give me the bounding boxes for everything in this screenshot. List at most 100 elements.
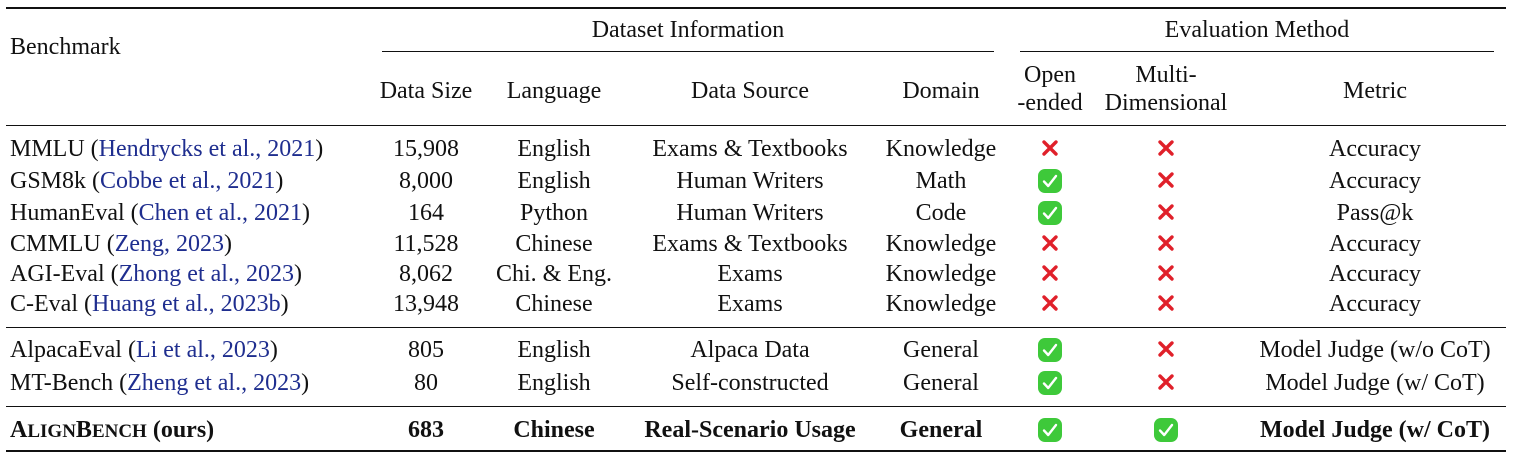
cross-icon — [1038, 231, 1062, 255]
domain: Knowledge — [885, 231, 997, 257]
benchmark-label: MMLU — [10, 136, 85, 162]
bottom-rule — [6, 450, 1506, 452]
citation-link[interactable]: Zheng et al., 2023 — [127, 370, 302, 396]
citation-link[interactable]: Li et al., 2023 — [135, 337, 270, 363]
section-rule-1 — [6, 327, 1506, 328]
metric: Accuracy — [1329, 168, 1421, 194]
data-size: 15,908 — [393, 136, 459, 162]
benchmark-name: C-Eval (Huang et al., 2023b) — [10, 291, 289, 317]
domain: Code — [915, 200, 967, 226]
header-open-ended-line1: Open — [1024, 62, 1076, 88]
header-group-dataset: Dataset Information — [591, 17, 785, 43]
header-language: Language — [506, 78, 602, 104]
header-data-source: Data Source — [691, 78, 809, 104]
benchmark-name: AlpacaEval (Li et al., 2023) — [10, 337, 278, 363]
data-source: Alpaca Data — [690, 337, 810, 363]
header-multi-dim-line2: Dimensional — [1104, 90, 1228, 116]
cross-icon — [1154, 337, 1178, 361]
check-icon — [1153, 417, 1179, 443]
benchmark-name: GSM8k (Cobbe et al., 2021) — [10, 168, 284, 194]
citation-link[interactable]: Zeng, 2023 — [114, 231, 224, 257]
data-source: Exams & Textbooks — [652, 231, 848, 257]
language: English — [517, 168, 591, 194]
language: English — [517, 370, 591, 396]
cross-icon — [1154, 231, 1178, 255]
cross-icon — [1038, 136, 1062, 160]
data-size: 805 — [408, 337, 444, 363]
cross-icon — [1154, 136, 1178, 160]
benchmark-label: C-Eval — [10, 291, 78, 317]
cross-icon — [1154, 261, 1178, 285]
check-icon — [1037, 168, 1063, 194]
language: Python — [519, 200, 589, 226]
check-icon — [1037, 370, 1063, 396]
ours-domain: General — [899, 417, 983, 443]
metric: Accuracy — [1329, 291, 1421, 317]
cross-icon — [1038, 261, 1062, 285]
cross-icon — [1154, 370, 1178, 394]
domain: General — [903, 370, 979, 396]
metric: Accuracy — [1329, 231, 1421, 257]
cross-icon — [1154, 200, 1178, 224]
cross-icon — [1154, 291, 1178, 315]
header-metric: Metric — [1343, 78, 1407, 104]
cross-icon — [1154, 168, 1178, 192]
ours-metric: Model Judge (w/ CoT) — [1260, 417, 1490, 443]
data-size: 164 — [408, 200, 444, 226]
data-source: Human Writers — [676, 168, 824, 194]
benchmark-name: CMMLU (Zeng, 2023) — [10, 231, 232, 257]
ours-name: ALIGNBENCH (ours) — [10, 417, 215, 443]
header-group-eval: Evaluation Method — [1164, 17, 1350, 43]
benchmark-label: MT-Bench — [10, 370, 114, 396]
domain: General — [903, 337, 979, 363]
header-multi-dim-line1: Multi- — [1135, 62, 1197, 88]
domain: Knowledge — [885, 136, 997, 162]
data-size: 8,062 — [399, 261, 453, 287]
domain: Knowledge — [885, 261, 997, 287]
data-size: 8,000 — [399, 168, 453, 194]
metric: Pass@k — [1336, 200, 1414, 226]
citation-link[interactable]: Chen et al., 2021 — [138, 200, 302, 226]
data-source: Self-constructed — [671, 370, 829, 396]
citation-link[interactable]: Zhong et al., 2023 — [118, 261, 294, 287]
data-size: 80 — [414, 370, 438, 396]
benchmark-label: HumanEval — [10, 200, 125, 226]
language: Chinese — [515, 291, 593, 317]
header-domain: Domain — [902, 78, 980, 104]
data-size: 13,948 — [393, 291, 459, 317]
benchmark-name: MMLU (Hendrycks et al., 2021) — [10, 136, 324, 162]
header-rule — [6, 125, 1506, 126]
domain: Knowledge — [885, 291, 997, 317]
benchmark-label: AGI-Eval — [10, 261, 105, 287]
data-size: 11,528 — [393, 231, 459, 257]
data-source: Human Writers — [676, 200, 824, 226]
citation-link[interactable]: Cobbe et al., 2021 — [100, 168, 276, 194]
citation-link[interactable]: Hendrycks et al., 2021 — [98, 136, 316, 162]
group-rule-eval — [1020, 51, 1494, 52]
data-source: Exams — [717, 261, 783, 287]
ours-language: Chinese — [513, 417, 595, 443]
metric: Model Judge (w/o CoT) — [1259, 337, 1491, 363]
header-data-size: Data Size — [379, 78, 473, 104]
language: Chi. & Eng. — [495, 261, 613, 287]
header-open-ended-line2: -ended — [1017, 90, 1083, 116]
data-source: Exams — [717, 291, 783, 317]
check-icon — [1037, 200, 1063, 226]
group-rule-dataset — [382, 51, 994, 52]
citation-link[interactable]: Huang et al., 2023b — [91, 291, 281, 317]
benchmark-label: GSM8k — [10, 168, 87, 194]
benchmark-name: MT-Bench (Zheng et al., 2023) — [10, 370, 310, 396]
language: English — [517, 337, 591, 363]
header-benchmark: Benchmark — [10, 34, 121, 60]
ours-size: 683 — [408, 417, 444, 443]
benchmark-label: AlpacaEval — [10, 337, 122, 363]
check-icon — [1037, 417, 1063, 443]
benchmark-name: HumanEval (Chen et al., 2021) — [10, 200, 310, 226]
top-rule — [6, 7, 1506, 9]
metric: Accuracy — [1329, 261, 1421, 287]
domain: Math — [915, 168, 967, 194]
benchmark-name: AGI-Eval (Zhong et al., 2023) — [10, 261, 302, 287]
section-rule-2 — [6, 406, 1506, 407]
metric: Accuracy — [1329, 136, 1421, 162]
data-source: Exams & Textbooks — [652, 136, 848, 162]
